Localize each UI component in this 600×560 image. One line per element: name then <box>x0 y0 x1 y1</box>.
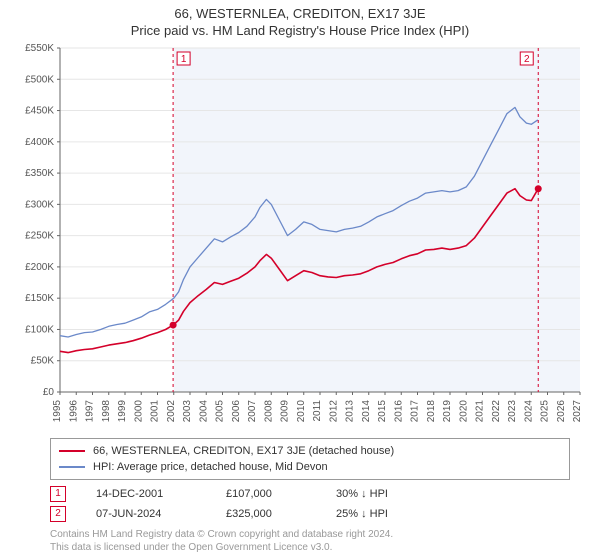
svg-text:2024: 2024 <box>523 400 534 423</box>
legend-label-property: 66, WESTERNLEA, CREDITON, EX17 3JE (deta… <box>93 443 394 459</box>
svg-text:2010: 2010 <box>296 400 307 423</box>
svg-text:2: 2 <box>524 54 530 65</box>
svg-text:1996: 1996 <box>68 400 79 423</box>
svg-text:2005: 2005 <box>215 400 226 423</box>
svg-text:£50K: £50K <box>31 356 55 367</box>
svg-text:£450K: £450K <box>25 106 54 117</box>
svg-text:£400K: £400K <box>25 137 54 148</box>
legend-item-property: 66, WESTERNLEA, CREDITON, EX17 3JE (deta… <box>59 443 561 459</box>
svg-text:1997: 1997 <box>85 400 96 423</box>
svg-text:2021: 2021 <box>475 400 486 423</box>
event-badge-1: 1 <box>50 486 66 502</box>
svg-text:£150K: £150K <box>25 293 54 304</box>
svg-text:2002: 2002 <box>166 400 177 423</box>
svg-text:2004: 2004 <box>198 400 209 423</box>
legend-item-hpi: HPI: Average price, detached house, Mid … <box>59 459 561 475</box>
svg-text:£500K: £500K <box>25 74 54 85</box>
svg-text:£350K: £350K <box>25 168 54 179</box>
event-row-2: 2 07-JUN-2024 £325,000 25% ↓ HPI <box>50 504 570 524</box>
legend-swatch-property <box>59 450 85 452</box>
chart-title: 66, WESTERNLEA, CREDITON, EX17 3JE <box>0 0 600 21</box>
event-badge-2: 2 <box>50 506 66 522</box>
svg-text:2006: 2006 <box>231 400 242 423</box>
svg-text:2022: 2022 <box>491 400 502 423</box>
svg-text:2008: 2008 <box>263 400 274 423</box>
legend-label-hpi: HPI: Average price, detached house, Mid … <box>93 459 328 475</box>
svg-text:2016: 2016 <box>393 400 404 423</box>
svg-text:£100K: £100K <box>25 324 54 335</box>
svg-text:2012: 2012 <box>328 400 339 423</box>
svg-text:2007: 2007 <box>247 400 258 423</box>
event-date-2: 07-JUN-2024 <box>96 504 196 524</box>
event-row-1: 1 14-DEC-2001 £107,000 30% ↓ HPI <box>50 484 570 504</box>
svg-text:£250K: £250K <box>25 231 54 242</box>
svg-text:2011: 2011 <box>312 400 323 422</box>
chart-container: 66, WESTERNLEA, CREDITON, EX17 3JE Price… <box>0 0 600 560</box>
event-date-1: 14-DEC-2001 <box>96 484 196 504</box>
events-table: 1 14-DEC-2001 £107,000 30% ↓ HPI 2 07-JU… <box>50 484 570 524</box>
svg-text:2000: 2000 <box>133 400 144 423</box>
svg-text:2017: 2017 <box>410 400 421 423</box>
chart-svg: £0 £50K £100K £150K £200K £250K £300K £350K £400… <box>10 42 590 432</box>
chart-area: £0 £50K £100K £150K £200K £250K £300K £350K £400… <box>10 42 590 432</box>
chart-subtitle: Price paid vs. HM Land Registry's House … <box>0 21 600 42</box>
legend-box: 66, WESTERNLEA, CREDITON, EX17 3JE (deta… <box>50 438 570 480</box>
footer-line-1: Contains HM Land Registry data © Crown c… <box>50 528 570 541</box>
footer-line-2: This data is licensed under the Open Gov… <box>50 541 570 554</box>
svg-text:2027: 2027 <box>572 400 583 423</box>
event-delta-2: 25% ↓ HPI <box>336 504 426 524</box>
svg-text:2014: 2014 <box>361 400 372 423</box>
svg-text:£0: £0 <box>43 387 55 398</box>
footer-attribution: Contains HM Land Registry data © Crown c… <box>50 528 570 554</box>
event-delta-1: 30% ↓ HPI <box>336 484 426 504</box>
svg-text:£200K: £200K <box>25 262 54 273</box>
svg-text:2001: 2001 <box>150 400 161 423</box>
svg-text:£300K: £300K <box>25 199 54 210</box>
legend-swatch-hpi <box>59 466 85 468</box>
svg-text:£550K: £550K <box>25 43 54 54</box>
svg-text:2013: 2013 <box>345 400 356 423</box>
svg-text:2020: 2020 <box>458 400 469 423</box>
svg-text:2015: 2015 <box>377 400 388 423</box>
svg-text:2019: 2019 <box>442 400 453 423</box>
svg-text:2018: 2018 <box>426 400 437 423</box>
svg-text:2009: 2009 <box>280 400 291 423</box>
svg-text:2023: 2023 <box>507 400 518 423</box>
svg-text:1: 1 <box>181 54 187 65</box>
event-price-1: £107,000 <box>226 484 306 504</box>
svg-text:2003: 2003 <box>182 400 193 423</box>
svg-text:2026: 2026 <box>556 400 567 423</box>
svg-text:1995: 1995 <box>52 400 63 423</box>
svg-text:1998: 1998 <box>101 400 112 423</box>
svg-text:2025: 2025 <box>540 400 551 423</box>
svg-text:1999: 1999 <box>117 400 128 423</box>
event-price-2: £325,000 <box>226 504 306 524</box>
